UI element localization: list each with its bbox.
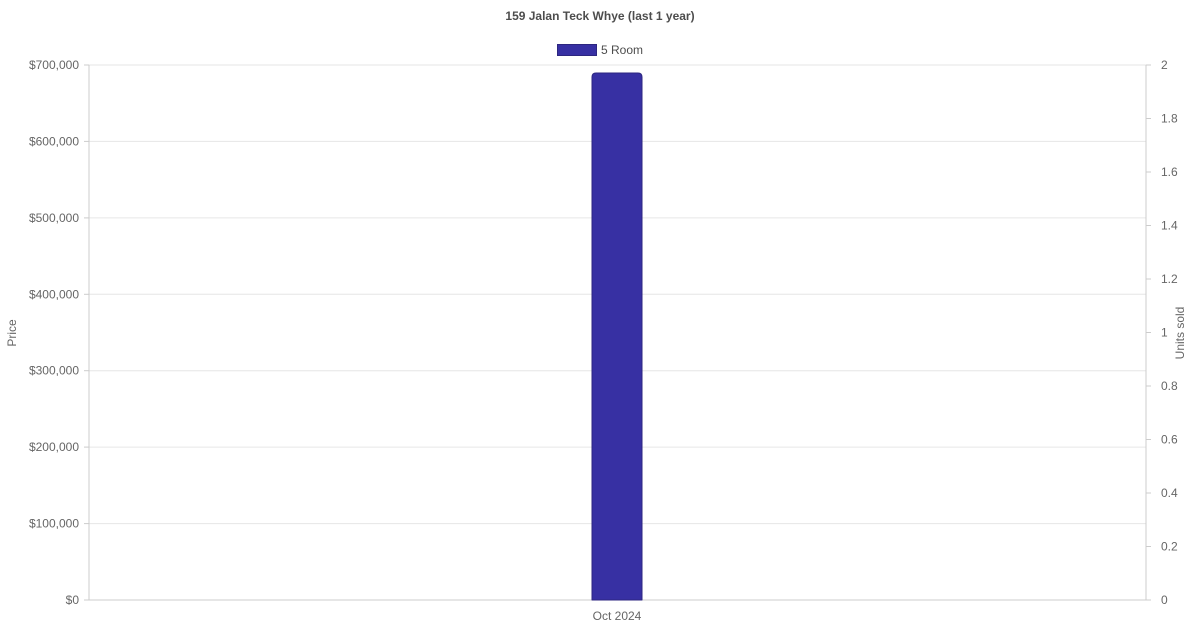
svg-text:$500,000: $500,000 <box>29 211 79 225</box>
svg-text:0.6: 0.6 <box>1161 433 1178 447</box>
svg-text:$300,000: $300,000 <box>29 364 79 378</box>
svg-text:$200,000: $200,000 <box>29 440 79 454</box>
svg-text:$700,000: $700,000 <box>29 58 79 72</box>
svg-text:1.2: 1.2 <box>1161 272 1178 286</box>
svg-text:Oct 2024: Oct 2024 <box>593 609 642 623</box>
svg-text:$600,000: $600,000 <box>29 134 79 148</box>
svg-text:1.6: 1.6 <box>1161 165 1178 179</box>
svg-text:Units sold: Units sold <box>1173 307 1187 360</box>
svg-text:0.8: 0.8 <box>1161 379 1178 393</box>
svg-text:Price: Price <box>5 319 19 347</box>
svg-text:1: 1 <box>1161 326 1168 340</box>
svg-text:2: 2 <box>1161 58 1168 72</box>
svg-text:0.4: 0.4 <box>1161 486 1178 500</box>
svg-text:$0: $0 <box>66 593 80 607</box>
svg-text:$100,000: $100,000 <box>29 517 79 531</box>
svg-text:1.8: 1.8 <box>1161 112 1178 126</box>
svg-text:$400,000: $400,000 <box>29 287 79 301</box>
svg-text:1.4: 1.4 <box>1161 219 1178 233</box>
svg-text:0: 0 <box>1161 593 1168 607</box>
svg-text:0.2: 0.2 <box>1161 540 1178 554</box>
